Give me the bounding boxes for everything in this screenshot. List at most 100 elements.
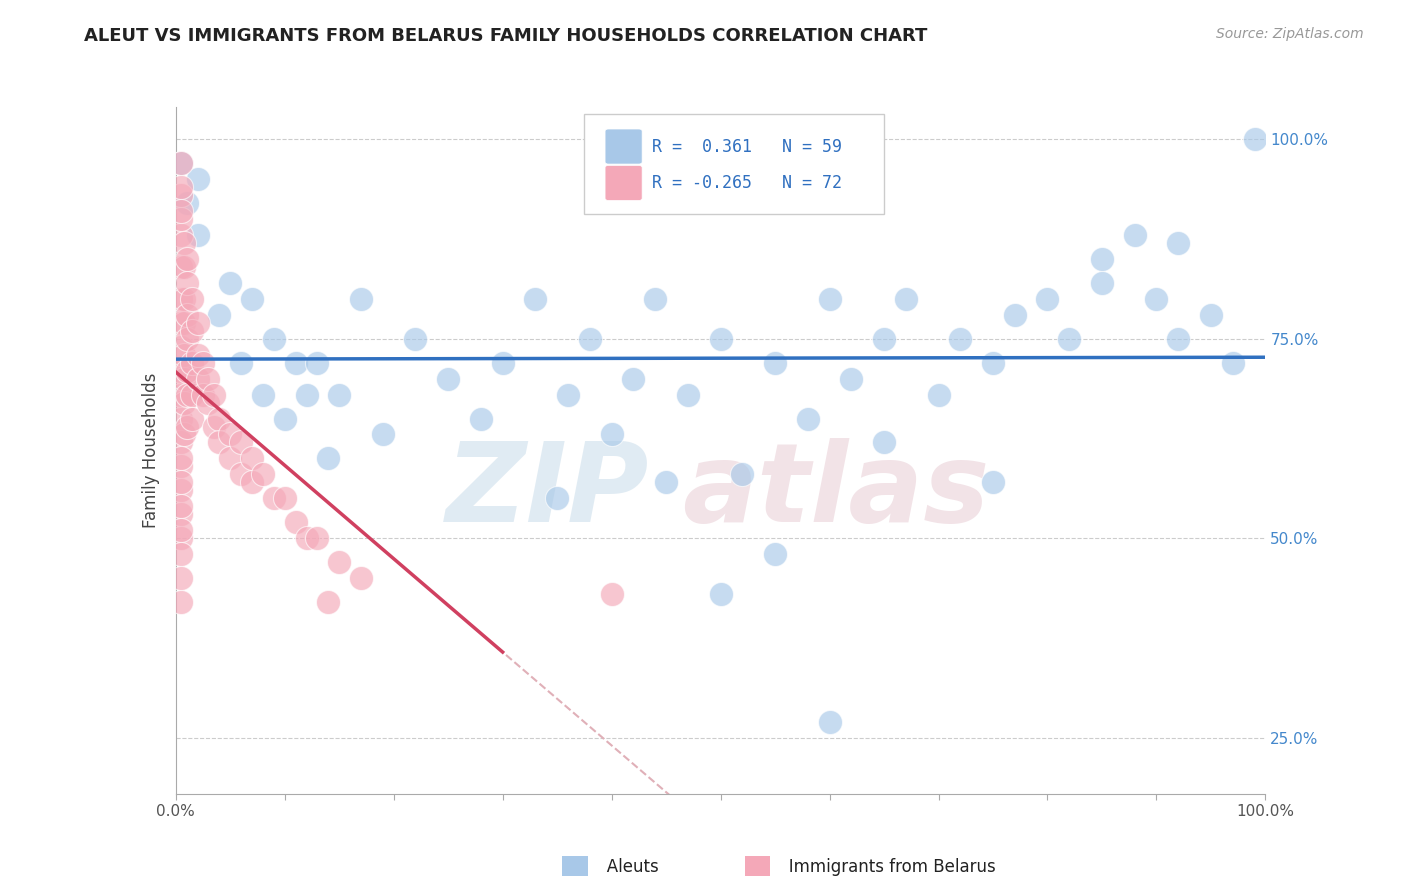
Point bbox=[191, 387, 214, 401]
Point bbox=[170, 459, 193, 474]
Point bbox=[274, 491, 297, 506]
Point bbox=[1167, 332, 1189, 346]
Point bbox=[252, 467, 274, 482]
Point bbox=[173, 371, 195, 385]
Point bbox=[197, 395, 219, 409]
Point bbox=[557, 387, 579, 401]
Point bbox=[284, 356, 307, 370]
Point bbox=[170, 524, 193, 538]
Point bbox=[170, 571, 193, 585]
Point bbox=[186, 316, 209, 330]
Point bbox=[318, 451, 340, 466]
Text: Aleuts: Aleuts bbox=[591, 858, 658, 876]
Point bbox=[186, 172, 209, 186]
Point bbox=[173, 292, 195, 306]
Point bbox=[307, 531, 329, 545]
Point bbox=[949, 332, 972, 346]
Point bbox=[818, 292, 841, 306]
Point bbox=[173, 395, 195, 409]
Point bbox=[731, 467, 754, 482]
Point bbox=[546, 491, 568, 506]
Point bbox=[181, 411, 204, 425]
Point bbox=[231, 356, 253, 370]
Point bbox=[186, 227, 209, 242]
Text: atlas: atlas bbox=[682, 438, 990, 545]
Point bbox=[170, 508, 193, 522]
Point bbox=[1199, 308, 1222, 322]
Point bbox=[328, 387, 350, 401]
Point bbox=[219, 427, 242, 442]
Point bbox=[1004, 308, 1026, 322]
Point bbox=[350, 292, 373, 306]
FancyBboxPatch shape bbox=[585, 114, 884, 213]
Point bbox=[1057, 332, 1080, 346]
Point bbox=[170, 187, 193, 202]
Point bbox=[219, 276, 242, 290]
Point bbox=[763, 356, 786, 370]
Point bbox=[1222, 356, 1244, 370]
Point bbox=[202, 419, 225, 434]
Point bbox=[240, 475, 263, 490]
Point bbox=[437, 371, 460, 385]
Point bbox=[710, 332, 733, 346]
Y-axis label: Family Households: Family Households bbox=[142, 373, 160, 528]
Point bbox=[170, 203, 193, 218]
Point bbox=[676, 387, 699, 401]
Point bbox=[170, 411, 193, 425]
Point bbox=[202, 387, 225, 401]
Point bbox=[1091, 252, 1114, 266]
Point bbox=[176, 308, 198, 322]
Point bbox=[170, 483, 193, 498]
Point bbox=[170, 211, 193, 226]
Point bbox=[208, 411, 231, 425]
Point bbox=[170, 340, 193, 354]
Point bbox=[173, 316, 195, 330]
Point bbox=[170, 260, 193, 274]
Text: R =  0.361   N = 59: R = 0.361 N = 59 bbox=[652, 137, 842, 155]
Point bbox=[181, 292, 204, 306]
Point bbox=[181, 356, 204, 370]
Point bbox=[176, 252, 198, 266]
Point bbox=[231, 435, 253, 450]
Point bbox=[176, 276, 198, 290]
Point bbox=[170, 227, 193, 242]
Point bbox=[1167, 235, 1189, 250]
Point bbox=[894, 292, 917, 306]
Point bbox=[295, 531, 318, 545]
Point bbox=[841, 371, 863, 385]
Point bbox=[1036, 292, 1059, 306]
Text: Source: ZipAtlas.com: Source: ZipAtlas.com bbox=[1216, 27, 1364, 41]
Point bbox=[873, 435, 896, 450]
Point bbox=[170, 316, 193, 330]
Point bbox=[274, 411, 297, 425]
Point bbox=[579, 332, 602, 346]
Point bbox=[170, 156, 193, 170]
Point bbox=[307, 356, 329, 370]
Point bbox=[263, 491, 285, 506]
Point bbox=[176, 387, 198, 401]
Text: ZIP: ZIP bbox=[446, 438, 650, 545]
Point bbox=[170, 500, 193, 514]
Point bbox=[170, 387, 193, 401]
FancyBboxPatch shape bbox=[605, 165, 643, 201]
Point bbox=[170, 595, 193, 609]
Point bbox=[710, 587, 733, 601]
Point bbox=[170, 451, 193, 466]
Point bbox=[170, 475, 193, 490]
Point bbox=[219, 451, 242, 466]
Point bbox=[873, 332, 896, 346]
Text: R = -0.265   N = 72: R = -0.265 N = 72 bbox=[652, 174, 842, 192]
FancyBboxPatch shape bbox=[605, 129, 643, 164]
Point bbox=[191, 356, 214, 370]
Point bbox=[524, 292, 547, 306]
Point bbox=[371, 427, 394, 442]
Point bbox=[350, 571, 373, 585]
Point bbox=[170, 156, 193, 170]
Point bbox=[170, 180, 193, 194]
Point bbox=[621, 371, 644, 385]
Point bbox=[928, 387, 950, 401]
Point bbox=[197, 371, 219, 385]
Point bbox=[763, 547, 786, 561]
Point bbox=[600, 587, 623, 601]
Point bbox=[176, 195, 198, 210]
